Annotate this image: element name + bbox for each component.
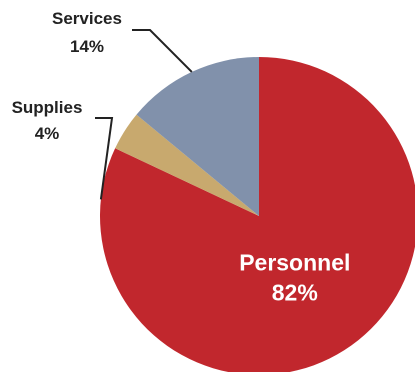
slice-value-services: 14% <box>70 37 104 56</box>
slice-supplies <box>115 114 259 216</box>
leader-lines <box>95 29 193 200</box>
slice-labels: Personnel 82% Supplies 4% Services 14% <box>12 9 351 305</box>
leader-line-services <box>132 29 193 73</box>
slice-personnel <box>100 57 415 372</box>
pie-slices <box>100 57 415 372</box>
slice-value-personnel: 82% <box>272 279 318 305</box>
leader-line-supplies <box>95 117 114 200</box>
slice-label-services: Services <box>52 9 122 28</box>
slice-label-supplies: Supplies <box>12 98 83 117</box>
slice-label-personnel: Personnel <box>239 249 350 275</box>
slice-services <box>136 57 259 216</box>
slice-value-supplies: 4% <box>35 124 60 143</box>
